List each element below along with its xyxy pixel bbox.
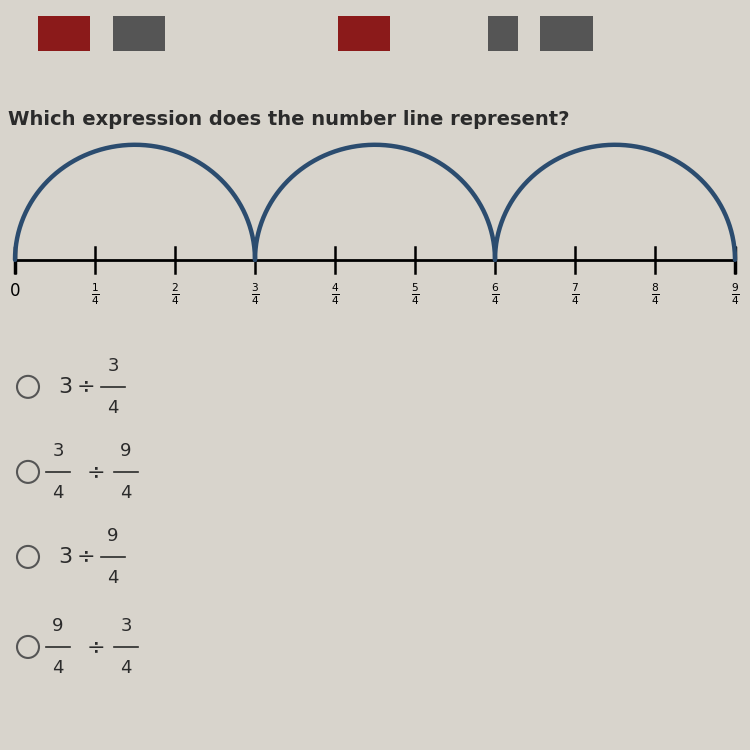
Text: 3: 3 xyxy=(120,617,132,635)
Text: $\frac{1}{4}$: $\frac{1}{4}$ xyxy=(91,282,100,308)
Text: 10: 10 xyxy=(562,26,578,38)
Text: 4: 4 xyxy=(120,659,132,677)
Text: $\div$: $\div$ xyxy=(86,637,104,657)
Text: Which expression does the number line represent?: Which expression does the number line re… xyxy=(8,110,569,129)
Text: 4: 4 xyxy=(53,659,64,677)
Text: $\frac{8}{4}$: $\frac{8}{4}$ xyxy=(650,282,659,308)
Text: $\frac{5}{4}$: $\frac{5}{4}$ xyxy=(410,282,419,308)
Circle shape xyxy=(17,461,39,483)
Text: 9: 9 xyxy=(120,442,132,460)
Text: $\div$: $\div$ xyxy=(86,462,104,482)
Text: 3: 3 xyxy=(53,442,64,460)
Text: 0: 0 xyxy=(10,282,20,300)
Text: $\frac{2}{4}$: $\frac{2}{4}$ xyxy=(170,282,179,308)
Text: 4: 4 xyxy=(53,484,64,502)
Text: 4: 4 xyxy=(120,484,132,502)
Text: 9: 9 xyxy=(107,527,118,545)
Text: $3\div$: $3\div$ xyxy=(58,376,94,397)
Text: 3: 3 xyxy=(107,357,118,375)
Circle shape xyxy=(17,546,39,568)
FancyBboxPatch shape xyxy=(38,16,90,51)
Text: $\frac{6}{4}$: $\frac{6}{4}$ xyxy=(490,282,500,308)
Text: 8: 8 xyxy=(491,26,499,38)
Text: 4: 4 xyxy=(107,569,118,587)
FancyBboxPatch shape xyxy=(488,16,518,51)
Circle shape xyxy=(17,636,39,658)
Text: $3\div$: $3\div$ xyxy=(58,547,94,567)
Circle shape xyxy=(17,376,39,398)
Text: $\frac{4}{4}$: $\frac{4}{4}$ xyxy=(331,282,340,308)
FancyBboxPatch shape xyxy=(540,16,592,51)
Text: 4: 4 xyxy=(107,399,118,417)
FancyBboxPatch shape xyxy=(112,16,165,51)
Text: $\frac{3}{4}$: $\frac{3}{4}$ xyxy=(251,282,260,308)
Text: $\frac{9}{4}$: $\frac{9}{4}$ xyxy=(730,282,740,308)
FancyBboxPatch shape xyxy=(338,16,390,51)
Text: 9: 9 xyxy=(53,617,64,635)
Text: $\frac{7}{4}$: $\frac{7}{4}$ xyxy=(571,282,580,308)
